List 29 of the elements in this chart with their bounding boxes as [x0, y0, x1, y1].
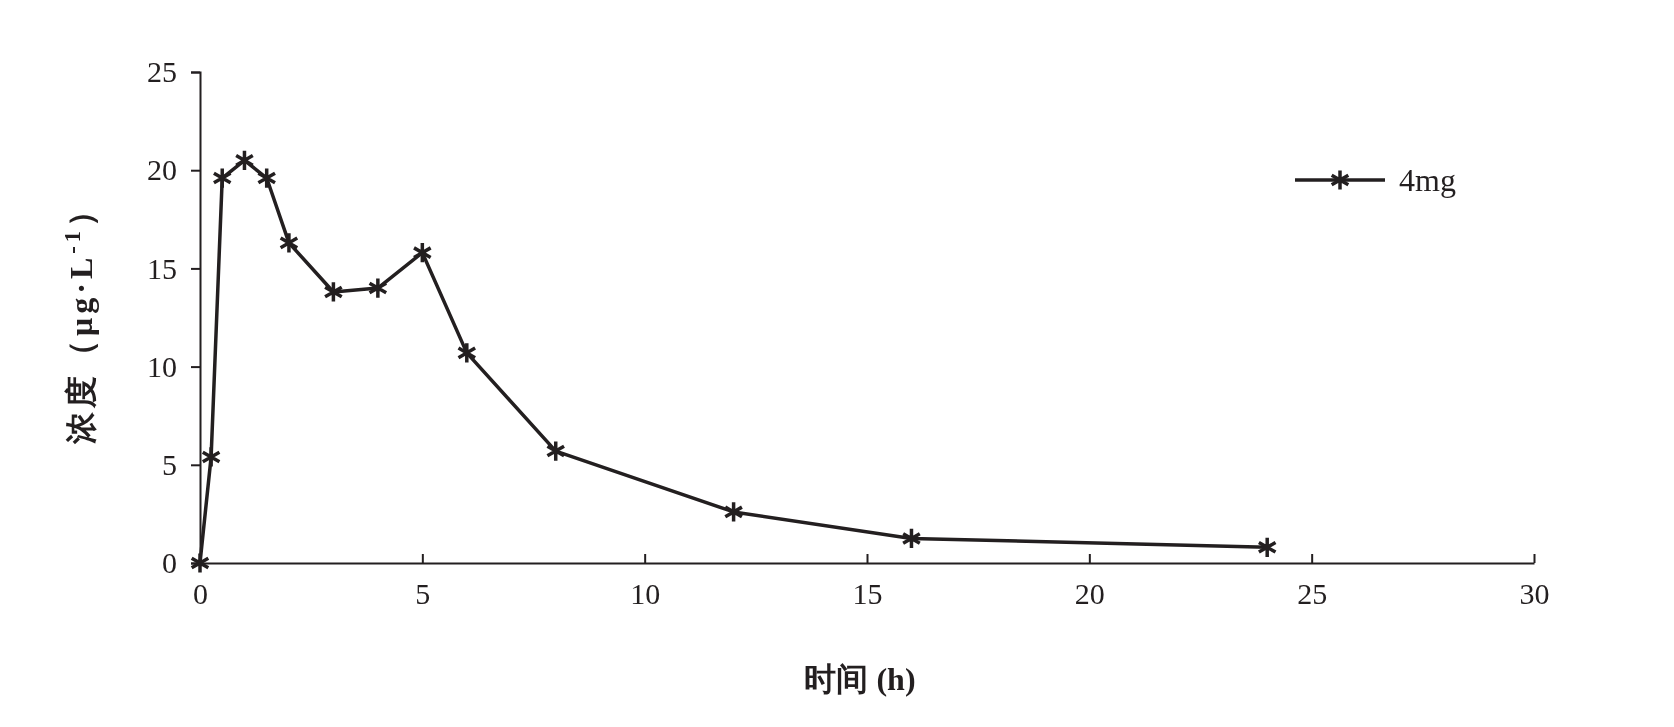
point [901, 527, 922, 550]
y-tick-label: 10 [147, 349, 177, 383]
x-tick-label: 30 [1519, 577, 1550, 611]
point [256, 166, 277, 190]
x-tick-label: 20 [1074, 577, 1105, 611]
y-tick-label: 5 [162, 447, 177, 481]
point [278, 231, 299, 255]
x-axis-title: 时间 (h) [804, 661, 916, 697]
point [367, 276, 388, 300]
y-tick-label: 25 [147, 55, 177, 89]
point [323, 280, 344, 304]
x-tick-label: 15 [852, 577, 883, 611]
x-tick-label: 5 [415, 577, 431, 611]
point [212, 166, 233, 190]
x-tick-label: 25 [1297, 577, 1328, 611]
point [201, 445, 222, 469]
point [234, 149, 255, 172]
point [1257, 535, 1278, 559]
point [545, 439, 566, 463]
point [723, 500, 744, 524]
y-tick-label: 15 [147, 251, 177, 285]
y-tick-label: 20 [147, 153, 177, 187]
legend-label: 4mg [1399, 162, 1456, 198]
point [456, 341, 477, 365]
x-tick-label: 10 [630, 577, 661, 611]
point [412, 241, 433, 265]
x-tick-label: 0 [193, 577, 208, 611]
y-tick-label: 0 [162, 546, 177, 580]
point [189, 551, 211, 575]
